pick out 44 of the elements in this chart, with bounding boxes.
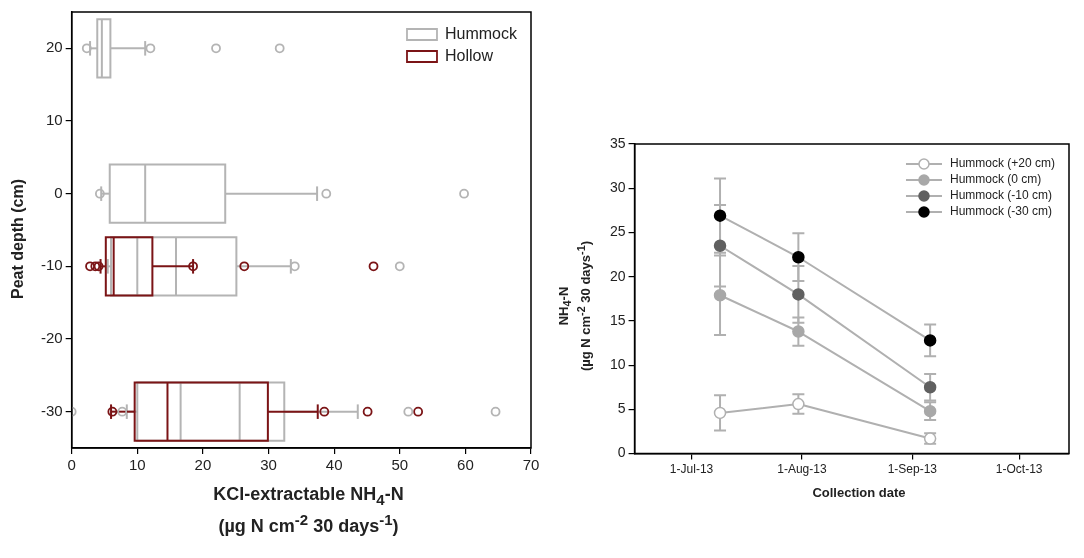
x-tick-label: 70 — [522, 456, 540, 474]
legend-label: Hummock — [444, 25, 518, 43]
x-tick-label: 40 — [325, 456, 343, 474]
y-tick-label: 0 — [617, 444, 626, 461]
x-tick-label: 10 — [128, 456, 146, 474]
point — [713, 406, 727, 420]
x-tick-label: 1-Sep-13 — [887, 462, 938, 477]
point — [792, 250, 805, 264]
legend-label: Hummock (-10 cm) — [949, 188, 1052, 203]
legend-label: Hollow — [444, 47, 494, 65]
y-tick-label: 35 — [609, 134, 626, 151]
point — [792, 325, 805, 338]
y-tick-label: 10 — [45, 111, 63, 129]
legend-label: Hummock (+20 cm) — [949, 156, 1056, 171]
x-tick-label: 0 — [67, 456, 76, 474]
y-tick-label: 20 — [609, 267, 626, 284]
x-tick-label: 1-Aug-13 — [777, 462, 827, 477]
y-tick-label: -30 — [40, 401, 63, 419]
x-tick-label: 60 — [457, 456, 474, 474]
y-tick-label: 10 — [609, 356, 626, 372]
y-tick-label: -20 — [40, 329, 63, 347]
y-tick-label: 0 — [54, 183, 63, 201]
legend-label: Hummock (0 cm) — [949, 172, 1042, 187]
point — [923, 334, 937, 347]
x-axis-title: Collection date — [811, 484, 907, 502]
point — [713, 209, 727, 222]
point — [713, 239, 727, 252]
x-tick-label: 1-Oct-13 — [995, 462, 1043, 477]
point — [792, 288, 805, 301]
text: KCl-extractable NH$_{4}$-N (µg N cm$^{-2}$ 30 days$^{-1}$) — [213, 484, 404, 536]
y-tick-label: 20 — [45, 38, 63, 56]
y-tick-label: 25 — [609, 223, 626, 240]
x-tick-label: 20 — [194, 456, 212, 474]
point — [923, 381, 937, 394]
y-tick-label: 15 — [609, 311, 626, 328]
x-tick-label: 30 — [260, 456, 277, 474]
y-axis-title: Peat depth (cm) — [8, 178, 27, 301]
y-tick-label: -10 — [40, 256, 63, 274]
y-tick-label: 5 — [617, 400, 626, 417]
point — [713, 289, 727, 302]
x-tick-label: 1-Jul-13 — [669, 462, 714, 477]
legend-label: Hummock (-30 cm) — [949, 204, 1052, 219]
y-tick-label: 30 — [609, 179, 626, 196]
x-tick-label: 50 — [391, 456, 409, 474]
